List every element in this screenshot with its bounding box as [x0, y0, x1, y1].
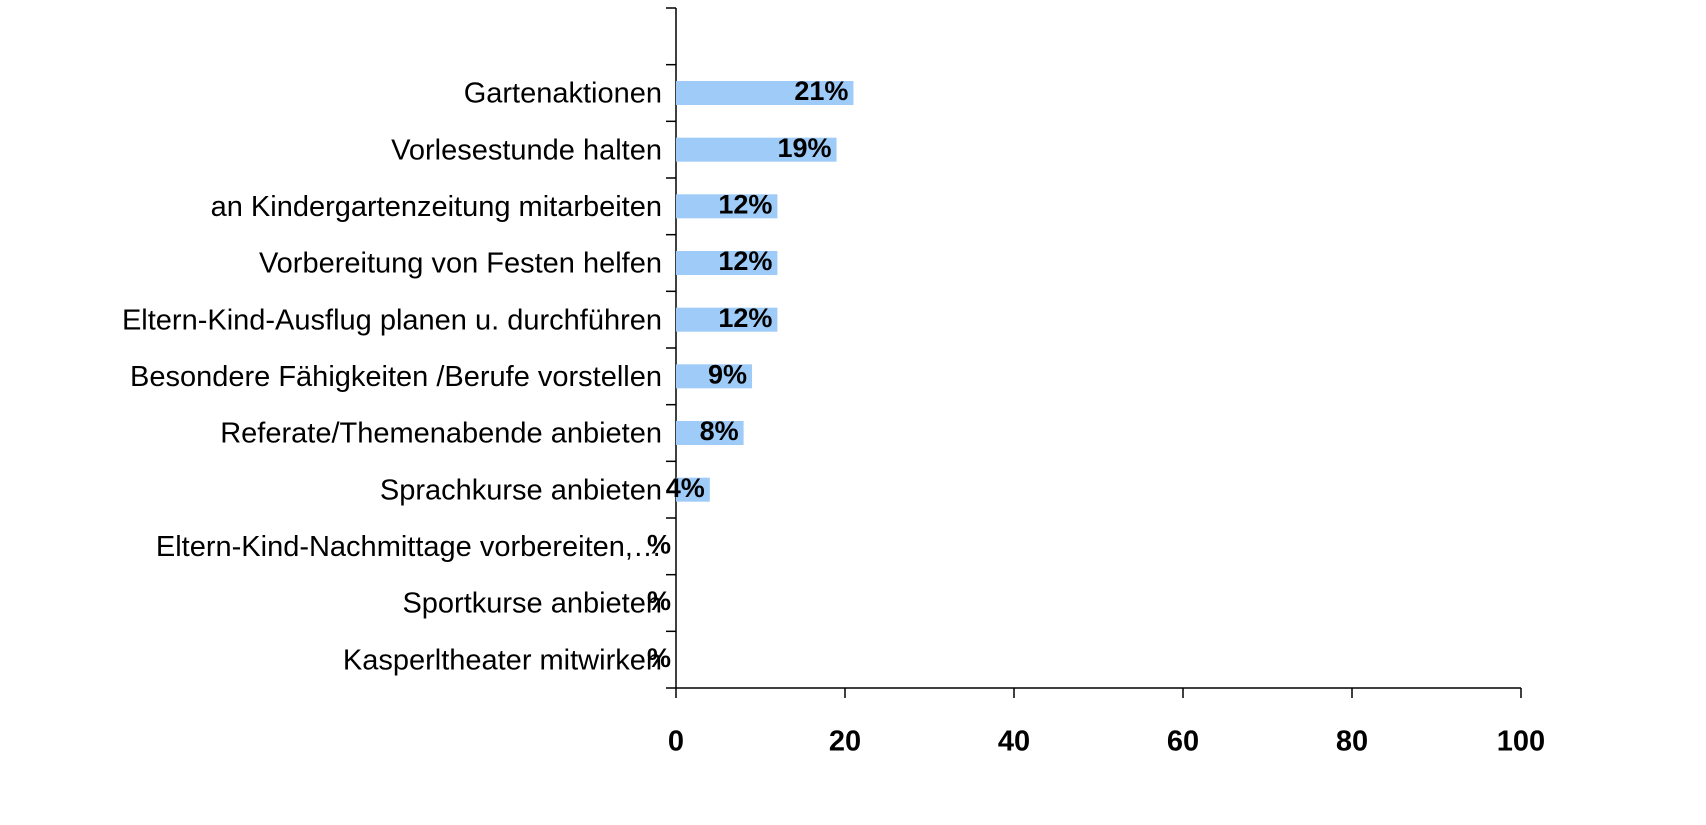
value-label: 12%	[718, 189, 772, 219]
category-label: Besondere Fähigkeiten /Berufe vorstellen	[130, 361, 662, 393]
value-label: 9%	[708, 359, 747, 389]
value-label: 8%	[700, 416, 739, 446]
category-label: Sportkurse anbieten	[402, 588, 662, 620]
x-tick-label: 0	[668, 726, 684, 758]
value-label: %	[647, 529, 671, 559]
category-label: Kasperltheater mitwirken	[343, 644, 662, 676]
bar	[676, 421, 744, 445]
bar	[676, 477, 710, 502]
category-label: Eltern-Kind-Ausflug planen u. durchführe…	[122, 304, 662, 336]
value-label: 21%	[794, 76, 848, 106]
category-label: Eltern-Kind-Nachmittage vorbereiten,…	[156, 531, 662, 563]
value-label: %	[647, 586, 671, 616]
x-tick-label: 60	[1167, 726, 1199, 758]
x-tick-label: 40	[998, 726, 1030, 758]
bar	[676, 194, 778, 219]
value-label: 12%	[718, 246, 772, 276]
value-label: 12%	[718, 303, 772, 333]
bar	[676, 251, 778, 275]
value-label: 4%	[666, 473, 705, 503]
bar	[676, 137, 837, 162]
x-tick-label: 100	[1497, 726, 1545, 758]
category-label: Gartenaktionen	[464, 78, 662, 110]
bar	[676, 81, 854, 105]
category-label: Referate/Themenabende anbieten	[220, 418, 662, 450]
value-label: %	[647, 643, 671, 673]
bar	[676, 364, 753, 389]
x-tick-label: 20	[829, 726, 861, 758]
category-label: Vorlesestunde halten	[391, 134, 662, 166]
category-label: Sprachkurse anbieten	[380, 474, 662, 506]
category-label: Vorbereitung von Festen helfen	[259, 248, 662, 280]
bar	[676, 307, 778, 332]
category-label: an Kindergartenzeitung mitarbeiten	[211, 191, 662, 223]
value-label: 19%	[778, 133, 832, 163]
x-tick-label: 80	[1336, 726, 1368, 758]
